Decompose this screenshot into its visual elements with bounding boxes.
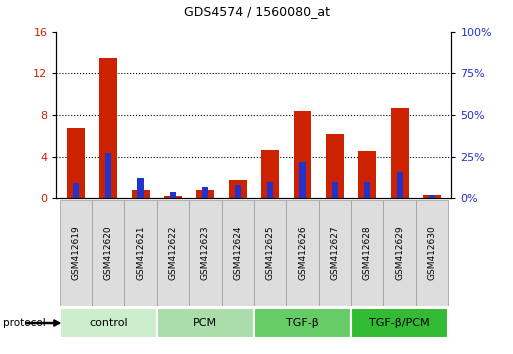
Bar — [293, 111, 311, 198]
Text: GSM412619: GSM412619 — [71, 226, 81, 280]
Bar — [300, 162, 306, 198]
FancyBboxPatch shape — [125, 200, 157, 306]
FancyBboxPatch shape — [189, 200, 222, 306]
FancyBboxPatch shape — [157, 200, 189, 306]
Bar — [267, 182, 273, 198]
Bar — [202, 187, 208, 198]
Bar — [261, 150, 279, 198]
Text: GSM412621: GSM412621 — [136, 226, 145, 280]
Bar — [170, 192, 176, 198]
Bar — [423, 195, 441, 198]
FancyBboxPatch shape — [286, 200, 319, 306]
Text: GSM412622: GSM412622 — [168, 226, 177, 280]
Text: GSM412627: GSM412627 — [330, 226, 340, 280]
Bar — [332, 182, 338, 198]
Bar — [234, 185, 241, 198]
Text: PCM: PCM — [193, 318, 218, 328]
Text: protocol: protocol — [3, 318, 45, 328]
Text: GSM412626: GSM412626 — [298, 226, 307, 280]
Bar — [132, 190, 149, 198]
Bar — [100, 58, 117, 198]
FancyBboxPatch shape — [157, 308, 254, 338]
Bar — [105, 153, 111, 198]
FancyBboxPatch shape — [222, 200, 254, 306]
FancyBboxPatch shape — [254, 200, 286, 306]
FancyBboxPatch shape — [416, 200, 448, 306]
Bar — [359, 152, 376, 198]
FancyBboxPatch shape — [254, 308, 351, 338]
Text: GSM412620: GSM412620 — [104, 226, 113, 280]
Text: GSM412623: GSM412623 — [201, 226, 210, 280]
Bar — [326, 134, 344, 198]
Bar — [364, 182, 370, 198]
Text: GSM412628: GSM412628 — [363, 226, 372, 280]
Bar — [73, 183, 79, 198]
Text: GSM412630: GSM412630 — [427, 226, 437, 280]
Text: GSM412625: GSM412625 — [266, 226, 274, 280]
Text: GSM412629: GSM412629 — [395, 226, 404, 280]
Text: GDS4574 / 1560080_at: GDS4574 / 1560080_at — [184, 5, 329, 18]
Bar — [137, 178, 144, 198]
Text: control: control — [89, 318, 128, 328]
Bar — [67, 127, 85, 198]
Bar — [429, 195, 435, 198]
Bar — [391, 108, 408, 198]
FancyBboxPatch shape — [60, 200, 92, 306]
Text: TGF-β: TGF-β — [286, 318, 319, 328]
FancyBboxPatch shape — [383, 200, 416, 306]
Text: TGF-β/PCM: TGF-β/PCM — [369, 318, 430, 328]
Bar — [196, 190, 214, 198]
Bar — [164, 196, 182, 198]
FancyBboxPatch shape — [92, 200, 125, 306]
FancyBboxPatch shape — [351, 200, 383, 306]
Bar — [229, 179, 247, 198]
FancyBboxPatch shape — [351, 308, 448, 338]
Bar — [397, 172, 403, 198]
FancyBboxPatch shape — [60, 308, 157, 338]
Text: GSM412624: GSM412624 — [233, 226, 242, 280]
FancyBboxPatch shape — [319, 200, 351, 306]
